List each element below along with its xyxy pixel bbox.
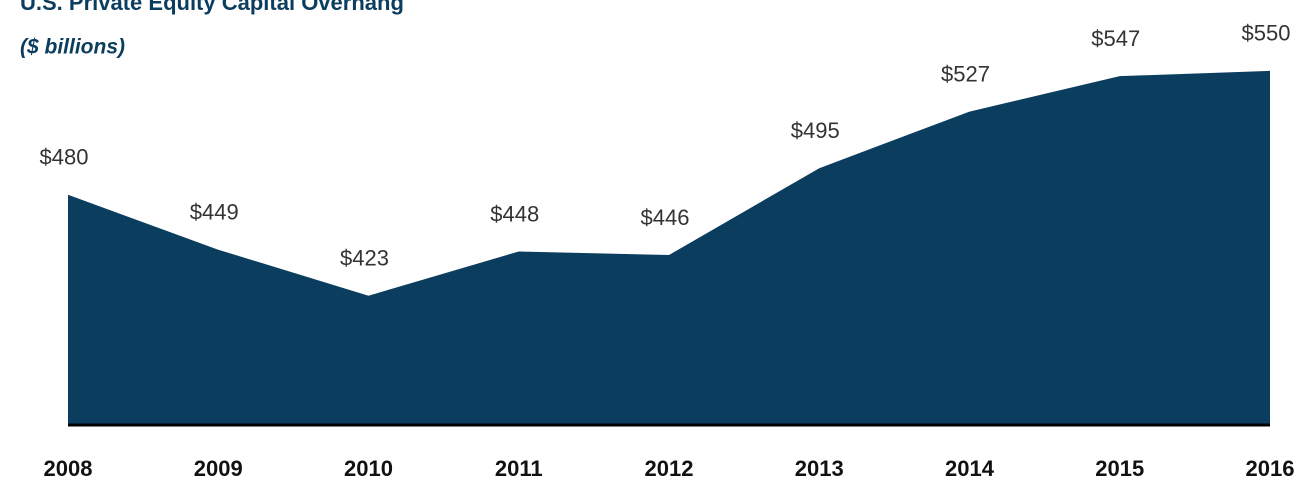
x-tick-label: 2014	[945, 456, 995, 481]
value-label: $423	[340, 246, 389, 271]
value-label: $446	[641, 205, 690, 230]
x-tick-label: 2012	[645, 456, 694, 481]
value-label: $480	[40, 145, 89, 170]
value-label: $527	[941, 61, 990, 86]
x-tick-label: 2013	[795, 456, 844, 481]
x-tick-label: 2011	[495, 456, 543, 481]
x-tick-label: 2010	[344, 456, 393, 481]
x-tick-label: 2009	[194, 456, 243, 481]
value-label: $550	[1242, 21, 1291, 46]
x-tick-label: 2008	[44, 456, 93, 481]
area	[68, 70, 1270, 425]
chart-subtitle: ($ billions)	[20, 36, 125, 59]
x-tick-label: 2015	[1095, 456, 1144, 481]
value-label: $495	[791, 118, 840, 143]
value-label: $449	[190, 200, 239, 225]
x-tick-label: 2016	[1246, 456, 1295, 481]
chart-title: U.S. Private Equity Capital Overhang	[20, 0, 404, 15]
value-label: $547	[1091, 26, 1140, 51]
value-label: $448	[490, 201, 539, 226]
